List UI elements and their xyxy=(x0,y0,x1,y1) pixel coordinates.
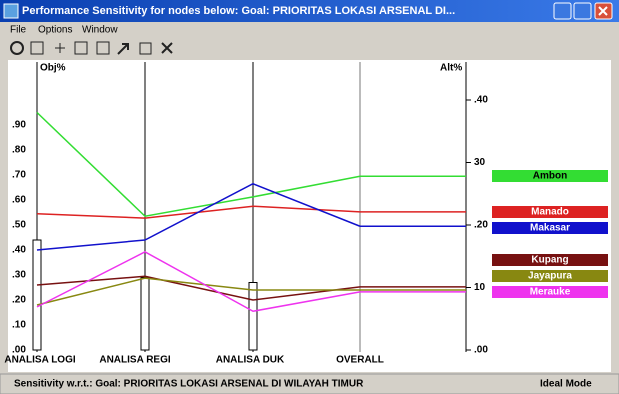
legend-label: Merauke xyxy=(530,287,571,298)
series-line xyxy=(36,251,361,313)
legend-label: Kupang xyxy=(531,255,568,266)
y2-tick-label: 10 xyxy=(474,282,486,293)
y-tick-label: .20 xyxy=(12,295,26,306)
y-tick-label: .90 xyxy=(12,120,26,131)
y-tick-label: .00 xyxy=(12,345,26,356)
title-bar xyxy=(0,0,619,22)
maximize-button[interactable] xyxy=(573,2,592,20)
legend-label: Manado xyxy=(531,207,569,218)
y2-tick-label: .00 xyxy=(474,345,488,356)
status-bar xyxy=(0,373,619,394)
y-tick-label: .60 xyxy=(12,195,26,206)
y2-tick-label: .40 xyxy=(474,95,488,106)
legend-swatch xyxy=(492,254,608,266)
toolbar xyxy=(10,41,173,55)
legend-label: Makasar xyxy=(530,223,570,234)
legend-swatch xyxy=(492,170,608,182)
legend-swatch xyxy=(492,286,608,298)
y-tick-label: .40 xyxy=(12,245,26,256)
series-line xyxy=(36,277,360,306)
x-tick-label: ANALISA DUK xyxy=(216,355,285,366)
status-text: Sensitivity w.r.t.: Goal: PRIORITAS LOKA… xyxy=(14,379,364,390)
series-line xyxy=(36,182,361,251)
close-icon xyxy=(598,6,608,16)
y2-tick-label: .20 xyxy=(474,220,488,231)
minimize-button[interactable] xyxy=(553,2,572,20)
y-tick-label: .80 xyxy=(12,145,26,156)
y-axis-label: Obj% xyxy=(40,63,66,74)
y-tick-label: .50 xyxy=(12,220,26,231)
y-tick-label: .10 xyxy=(12,320,26,331)
y-tick-label: .70 xyxy=(12,170,26,181)
legend-swatch xyxy=(492,270,608,282)
legend-label: Jayapura xyxy=(528,271,572,282)
status-mode: Ideal Mode xyxy=(540,379,592,390)
weight-bar xyxy=(32,239,42,351)
menu-item[interactable]: Window xyxy=(82,25,118,36)
y-tick-label: .30 xyxy=(12,270,26,281)
y2-tick-label: 30 xyxy=(474,157,486,168)
y2-axis-label: Alt% xyxy=(440,63,462,74)
menu-item[interactable]: File xyxy=(10,25,27,36)
legend-label: Ambon xyxy=(533,171,567,182)
series-line xyxy=(36,111,361,218)
x-tick-label: OVERALL xyxy=(336,355,384,366)
weight-bar xyxy=(140,277,150,351)
menu-item[interactable]: Options xyxy=(38,25,72,36)
app-icon xyxy=(3,3,19,19)
weight-bar xyxy=(248,282,258,351)
menu-bar: File Options Window xyxy=(10,25,118,36)
legend-swatch xyxy=(492,222,608,234)
x-tick-label: ANALISA LOGI xyxy=(4,355,76,366)
series-line xyxy=(36,275,361,301)
x-tick-label: ANALISA REGI xyxy=(99,355,171,366)
window-title: Performance Sensitivity for nodes below:… xyxy=(22,5,455,17)
legend-swatch xyxy=(492,206,608,218)
